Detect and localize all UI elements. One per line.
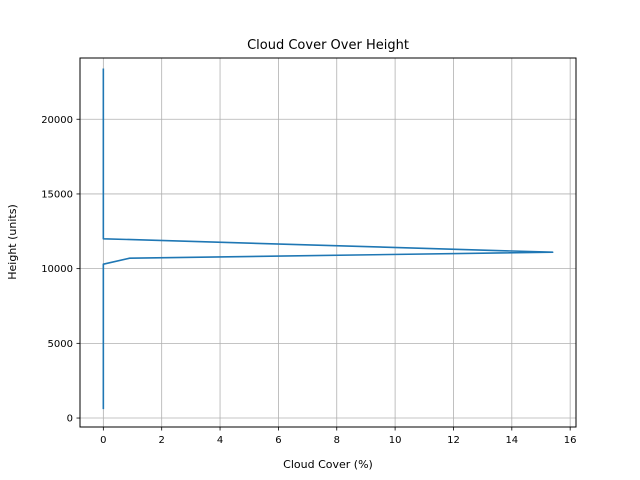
y-tick-label: 15000	[41, 189, 73, 200]
x-tick-label: 2	[159, 435, 165, 446]
x-tick-label: 10	[389, 435, 402, 446]
series-line	[102, 68, 554, 410]
x-tick-label: 0	[100, 435, 106, 446]
x-tick-label: 4	[217, 435, 223, 446]
x-axis-label: Cloud Cover (%)	[283, 458, 373, 471]
x-tick-label: 16	[564, 435, 577, 446]
chart-title: Cloud Cover Over Height	[247, 38, 409, 53]
x-tick-label: 14	[505, 435, 518, 446]
grid	[80, 58, 576, 427]
y-tick-label: 0	[67, 414, 73, 425]
x-tick-label: 8	[334, 435, 340, 446]
plot-area-frame	[79, 57, 577, 428]
y-tick-label: 5000	[48, 339, 73, 350]
y-axis-ticks: 0 5000 10000 15000 20000	[41, 115, 80, 425]
y-tick-label: 20000	[41, 115, 73, 126]
x-tick-label: 12	[447, 435, 460, 446]
y-tick-label: 10000	[41, 264, 73, 275]
x-tick-label: 6	[275, 435, 281, 446]
series-layer	[102, 68, 554, 410]
x-axis-ticks: 0 2 4 6 8 10 12 14 16	[100, 427, 577, 446]
y-axis-label: Height (units)	[6, 204, 19, 280]
